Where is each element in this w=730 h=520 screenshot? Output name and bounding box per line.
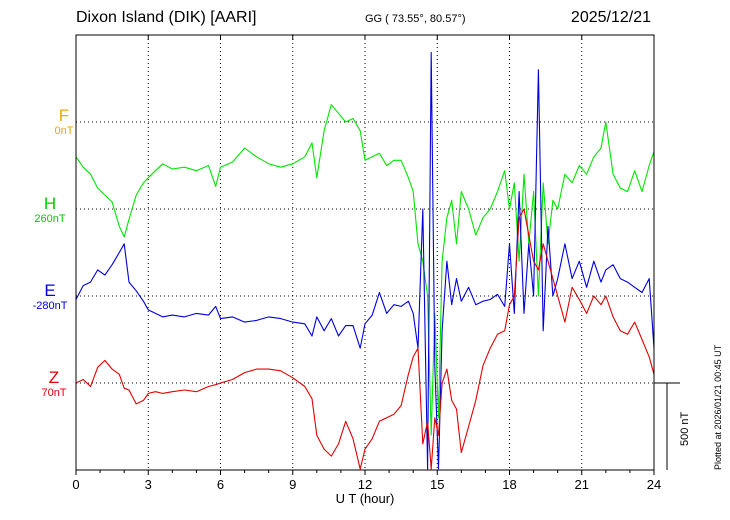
series-line-z	[75, 208, 655, 470]
chart-title: Dixon Island (DIK) [AARI]	[76, 9, 257, 26]
grid	[76, 35, 654, 470]
scale-bar-label: 500 nT	[679, 411, 691, 446]
series-group	[75, 51, 655, 470]
channel-h-label: H 260nT	[20, 195, 80, 226]
x-tick-label: 3	[145, 477, 152, 492]
x-tick-label: 18	[502, 477, 516, 492]
plotted-note: Plotted at 2026/01/21 00:45 UT	[713, 344, 723, 470]
x-tick-label: 24	[647, 477, 661, 492]
plot-frame	[75, 34, 655, 471]
channel-f-offset: 0nT	[54, 125, 74, 137]
channel-z-label: Z 70nT	[24, 369, 84, 400]
channel-h-name: H	[43, 194, 57, 213]
series-line-h	[75, 104, 655, 436]
series-line-e	[75, 51, 655, 470]
x-axis-label: U T (hour)	[335, 491, 395, 506]
channel-h-offset: 260nT	[34, 213, 66, 225]
channel-f-name: F	[58, 106, 70, 125]
x-tick-label: 9	[289, 477, 296, 492]
chart-subtitle: GG ( 73.55°, 80.57°)	[365, 13, 466, 25]
channel-z-name: Z	[48, 368, 60, 387]
x-tick-label: 12	[358, 477, 372, 492]
x-tick-label: 15	[430, 477, 444, 492]
channel-e-name: E	[44, 281, 56, 300]
x-tick-label: 6	[217, 477, 224, 492]
channel-f-label: F 0nT	[34, 107, 94, 138]
x-axis: 0 3 6 9 12 15 18 21 24	[72, 35, 661, 492]
x-tick-label: 0	[72, 477, 79, 492]
channel-z-offset: 70nT	[41, 387, 67, 399]
scale-bar	[654, 382, 680, 470]
x-tick-label: 21	[575, 477, 589, 492]
channel-e-offset: -280nT	[32, 300, 68, 312]
channel-e-label: E -280nT	[20, 282, 80, 313]
chart-date: 2025/12/21	[570, 9, 651, 26]
